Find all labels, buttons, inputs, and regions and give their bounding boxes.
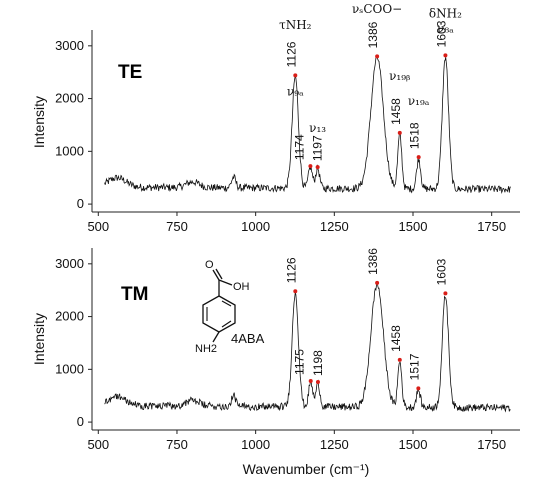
peak-label: 1197 — [311, 135, 325, 161]
peak-label: 1175 — [293, 349, 307, 375]
peak-label: 1603 — [434, 20, 448, 47]
x-tick-label: 1250 — [320, 219, 349, 234]
peak-label: 1386 — [366, 21, 380, 48]
x-tick-label: 750 — [166, 219, 188, 234]
y-tick-label: 2000 — [55, 91, 84, 106]
ring-double-bond — [221, 320, 232, 328]
peak-marker — [416, 386, 421, 391]
vibrational-mode-label: ν₁₉ₐ — [408, 94, 430, 108]
peak-marker — [397, 130, 402, 135]
peak-label: 1174 — [292, 134, 306, 160]
peak-marker — [308, 378, 313, 383]
peak-marker — [375, 54, 380, 59]
4aba-molecule-structure: O OH NH2 4ABA — [195, 259, 265, 355]
x-axis-title: Wavenumber (cm⁻¹) — [243, 461, 370, 477]
peak-marker — [308, 164, 313, 169]
spectrum-line — [104, 54, 511, 195]
hydroxyl-atom-label: OH — [233, 281, 250, 293]
y-tick-label: 1000 — [55, 361, 84, 376]
x-tick-label: 1750 — [477, 219, 506, 234]
hydroxyl-bond — [218, 279, 233, 286]
benzene-ring — [202, 295, 236, 333]
y-axis-title: Intensity — [31, 96, 47, 148]
peak-label: 1126 — [284, 257, 298, 283]
peak-marker — [375, 280, 380, 285]
x-tick-label: 1750 — [477, 437, 506, 452]
spectrum-line — [104, 280, 511, 413]
x-tick-label: 500 — [87, 437, 109, 452]
carbonyl-bond — [212, 269, 220, 281]
peak-label: 1518 — [408, 122, 422, 149]
vibrational-mode-label: ν₈ₐ — [437, 22, 454, 36]
peak-label: 1458 — [389, 98, 403, 125]
peak-marker — [416, 155, 421, 160]
peak-label: 1198 — [311, 350, 325, 376]
amine-atom-label: NH2 — [195, 343, 217, 355]
peak-marker — [315, 379, 320, 384]
panel-label: TM — [121, 284, 148, 305]
panel-label: TE — [118, 62, 142, 83]
carbonyl-bond-second — [215, 268, 223, 280]
vibrational-mode-label: δNH₂ — [429, 6, 462, 20]
peak-marker — [443, 53, 448, 58]
ring-double-bond — [221, 300, 232, 307]
x-tick-label: 750 — [166, 437, 188, 452]
y-axis-title: Intensity — [31, 313, 47, 365]
peak-label: 1386 — [366, 248, 380, 275]
x-tick-label: 1500 — [399, 219, 428, 234]
peak-label: 1126 — [284, 41, 298, 67]
amine-bond — [212, 331, 220, 343]
y-tick-label: 2000 — [55, 309, 84, 324]
y-tick-label: 3000 — [55, 38, 84, 53]
peak-marker — [293, 289, 298, 294]
y-tick-label: 1000 — [55, 143, 84, 158]
x-tick-label: 1250 — [320, 437, 349, 452]
x-tick-label: 1500 — [399, 437, 428, 452]
tm-spectrum-panel: 500 750 1000 1250 1500 1750 0 1000 2000 3000 Inten… — [31, 248, 520, 477]
te-spectrum-panel: 500 750 1000 1250 1500 1750 0 1000 2000 3000 Inten… — [31, 2, 520, 234]
vibrational-mode-label: νₛCOO− — [352, 2, 402, 16]
molecule-name: 4ABA — [231, 331, 265, 346]
y-tick-label: 0 — [77, 414, 84, 429]
vibrational-mode-label: ν₁₃ — [309, 121, 326, 135]
y-tick-label: 0 — [77, 196, 84, 211]
peak-marker — [397, 357, 402, 362]
oxygen-atom-label: O — [205, 259, 214, 271]
peak-label: 1517 — [407, 353, 421, 380]
peak-marker — [315, 165, 320, 170]
y-tick-label: 3000 — [55, 256, 84, 271]
vibrational-mode-label: τNH₂ — [279, 18, 312, 32]
peak-marker — [293, 73, 298, 78]
peak-marker — [443, 291, 448, 296]
vibrational-mode-label: ν₉ₐ — [287, 84, 304, 98]
vibrational-mode-label: ν₁₉ᵦ — [389, 69, 410, 83]
x-tick-label: 500 — [87, 219, 109, 234]
x-tick-label: 1000 — [241, 219, 270, 234]
peak-label: 1603 — [434, 258, 448, 285]
x-tick-label: 1000 — [241, 437, 270, 452]
peak-label: 1458 — [389, 325, 403, 352]
